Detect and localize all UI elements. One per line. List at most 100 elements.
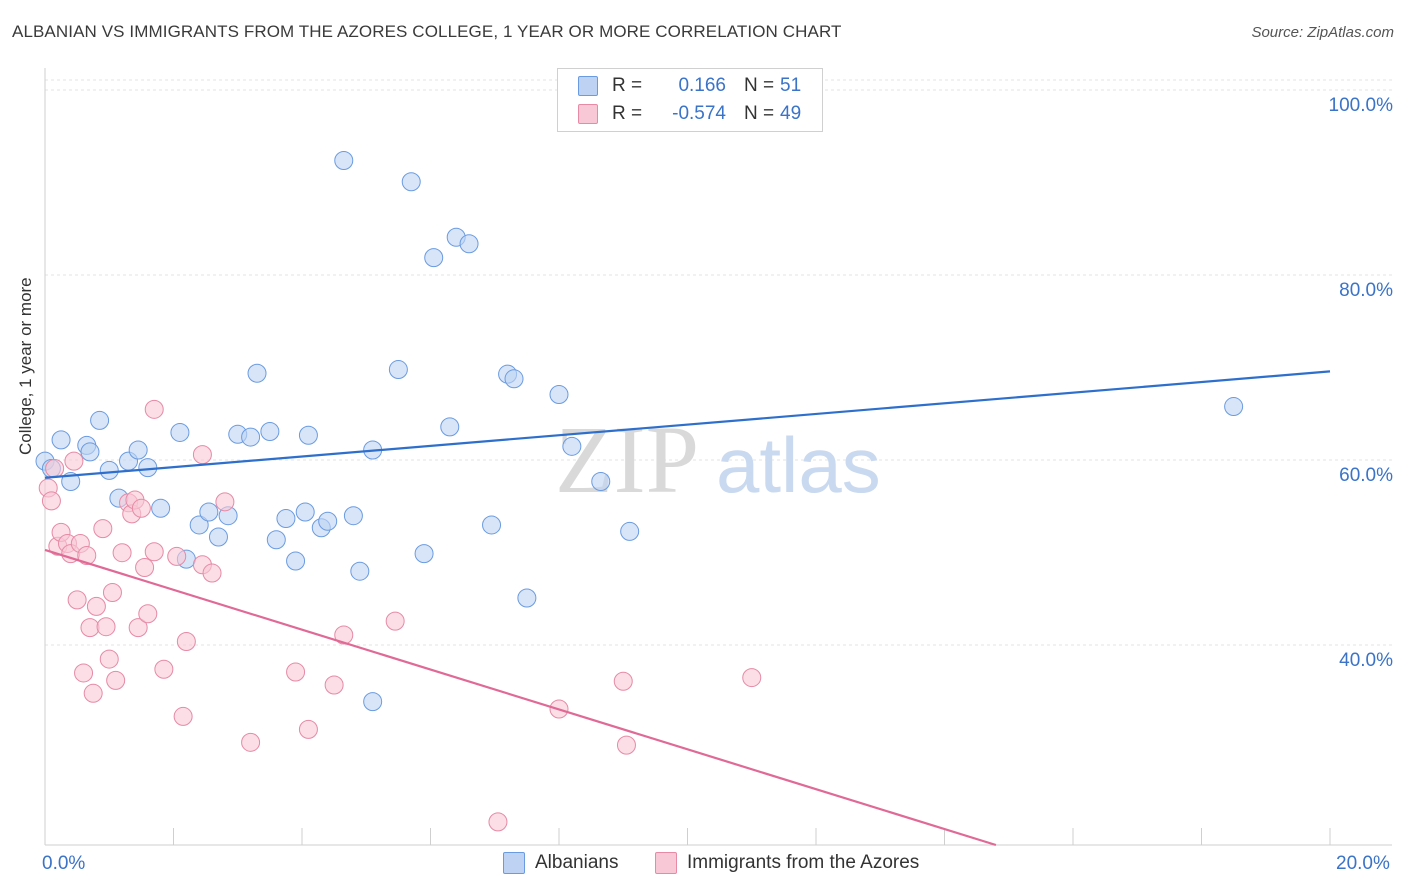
- azores-point: [106, 670, 126, 690]
- albanians-point: [401, 172, 421, 192]
- azores-point: [154, 659, 174, 679]
- azores-point: [144, 399, 164, 419]
- watermark: ZIP atlas: [555, 406, 881, 513]
- azores-point: [74, 663, 94, 683]
- n-value: 51: [780, 75, 802, 96]
- y-tick-label: 40.0%: [1339, 650, 1393, 671]
- albanians-point: [343, 506, 363, 526]
- albanians-swatch: [578, 76, 598, 96]
- azores-point: [334, 625, 354, 645]
- azores-point: [135, 558, 155, 577]
- albanians-point: [298, 425, 318, 445]
- azores-points: [38, 399, 762, 832]
- x-tick-max: 20.0%: [1336, 853, 1390, 874]
- albanians-point: [388, 360, 408, 380]
- legend-label-albanians: Albanians: [535, 852, 619, 873]
- albanians-point: [266, 530, 286, 550]
- watermark-atlas: atlas: [716, 421, 881, 509]
- albanians-point: [459, 234, 479, 254]
- albanians-point: [128, 440, 148, 460]
- albanians-point: [1224, 397, 1244, 417]
- n-label: N =: [744, 103, 775, 124]
- azores-point: [67, 590, 87, 610]
- albanians-point: [260, 422, 280, 442]
- azores-point: [86, 596, 106, 616]
- azores-point: [83, 683, 103, 703]
- albanians-point: [318, 511, 338, 531]
- azores-point: [128, 618, 148, 638]
- azores-point: [215, 492, 235, 512]
- r-value: 0.166: [678, 75, 726, 96]
- albanians-point: [504, 369, 524, 389]
- azores-trend-line: [44, 548, 997, 847]
- azores-point: [616, 735, 636, 755]
- legend-item-albanians: Albanians: [503, 852, 618, 874]
- azores-point: [286, 662, 306, 682]
- azores-point: [96, 617, 116, 637]
- azores-point: [324, 675, 344, 695]
- azores-point: [102, 582, 122, 602]
- azores-point: [138, 604, 158, 624]
- series-legend: Albanians Immigrants from the Azores: [0, 852, 1406, 878]
- n-label: N =: [744, 75, 775, 96]
- azores-point: [167, 546, 187, 566]
- albanians-trend-line: [44, 370, 1331, 479]
- azores-point: [613, 671, 633, 691]
- albanians-point: [295, 502, 315, 522]
- chart-title: ALBANIAN VS IMMIGRANTS FROM THE AZORES C…: [12, 22, 842, 41]
- y-tick-label: 100.0%: [1329, 95, 1394, 116]
- albanians-point: [80, 442, 100, 462]
- legend-item-azores: Immigrants from the Azores: [655, 852, 919, 874]
- albanians-point: [51, 430, 71, 450]
- azores-point: [241, 732, 261, 752]
- albanians-point: [276, 508, 296, 528]
- x-tick-min: 0.0%: [42, 853, 86, 874]
- stats-row-azores: R = -0.574 N = 49: [578, 101, 801, 127]
- stats-row-albanians: R = 0.166 N = 51: [578, 73, 801, 99]
- azores-legend-swatch: [655, 852, 677, 874]
- albanians-point: [189, 515, 209, 535]
- albanians-point: [241, 427, 261, 447]
- albanians-point: [286, 551, 306, 571]
- albanians-point: [247, 363, 267, 383]
- r-value: -0.574: [672, 103, 726, 124]
- albanians-point: [549, 385, 569, 405]
- albanians-point: [591, 471, 611, 491]
- albanians-point: [138, 458, 158, 478]
- y-tick-labels: 100.0% 80.0% 60.0% 40.0%: [1329, 95, 1394, 671]
- albanians-point: [482, 515, 502, 535]
- azores-point: [488, 812, 508, 832]
- albanians-point: [350, 561, 370, 581]
- watermark-zip: ZIP: [555, 406, 699, 513]
- azores-point: [77, 545, 97, 565]
- albanians-point: [363, 692, 383, 712]
- y-tick-label: 60.0%: [1339, 465, 1393, 486]
- albanians-points: [35, 151, 1244, 712]
- azores-point: [173, 706, 193, 726]
- azores-point: [144, 542, 164, 562]
- azores-point: [385, 611, 405, 631]
- albanians-point: [620, 521, 640, 541]
- azores-point: [64, 451, 84, 471]
- azores-point: [176, 632, 196, 651]
- azores-point: [131, 498, 151, 518]
- albanians-point: [424, 248, 444, 268]
- azores-point: [99, 649, 119, 669]
- source-credit: Source: ZipAtlas.com: [1251, 24, 1394, 41]
- trend-lines: [44, 370, 1331, 847]
- azores-point: [192, 445, 212, 465]
- y-tick-label: 80.0%: [1339, 280, 1393, 301]
- r-label: R =: [612, 75, 643, 96]
- azores-point: [93, 519, 113, 539]
- legend-label-azores: Immigrants from the Azores: [687, 852, 920, 873]
- albanians-point: [199, 502, 219, 522]
- stats-legend: R = 0.166 N = 51 R = -0.574 N = 49: [557, 68, 823, 132]
- albanians-point: [440, 417, 460, 437]
- azores-point: [80, 618, 100, 638]
- albanians-point: [170, 422, 190, 442]
- azores-point: [45, 459, 65, 479]
- albanians-point: [562, 436, 582, 456]
- azores-point: [112, 543, 132, 563]
- albanians-legend-swatch: [503, 852, 525, 874]
- albanians-point: [99, 460, 119, 480]
